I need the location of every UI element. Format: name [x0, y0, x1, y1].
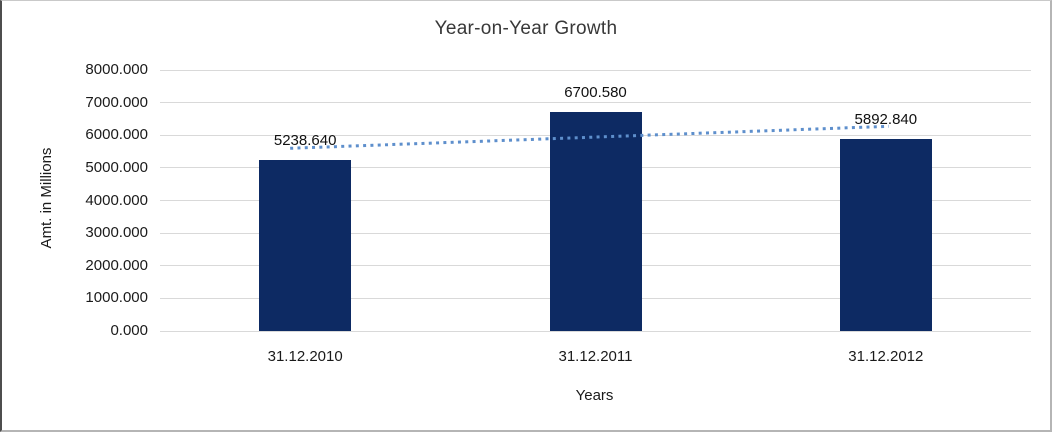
y-tick-label: 4000.000 [85, 191, 148, 209]
y-tick-label: 8000.000 [85, 61, 148, 78]
bar-value-label: 5892.840 [854, 110, 918, 128]
gridline [160, 102, 1031, 104]
bar [259, 160, 352, 331]
bar [549, 112, 642, 331]
y-tick-label: 5000.000 [85, 158, 148, 176]
y-tick-label: 0.000 [110, 322, 148, 339]
x-tick-label: 31.12.2010 [267, 348, 343, 365]
y-tick-label: 2000.000 [85, 256, 148, 274]
x-tick-label: 31.12.2012 [848, 348, 924, 365]
x-tick-label: 31.12.2011 [558, 348, 633, 365]
y-tick-label: 7000.000 [85, 93, 148, 111]
chart-title: Year-on-Year Growth [434, 18, 618, 39]
gridline [160, 69, 1031, 71]
y-tick-label: 1000.000 [85, 289, 148, 307]
bar [839, 138, 932, 331]
y-tick-label: 6000.000 [85, 126, 148, 144]
y-tick-label: 3000.000 [85, 224, 148, 242]
bar-value-label: 6700.580 [564, 84, 627, 102]
x-axis-title: Years [575, 387, 614, 404]
bar-value-label: 5238.640 [273, 132, 337, 150]
gridline [160, 330, 1031, 332]
